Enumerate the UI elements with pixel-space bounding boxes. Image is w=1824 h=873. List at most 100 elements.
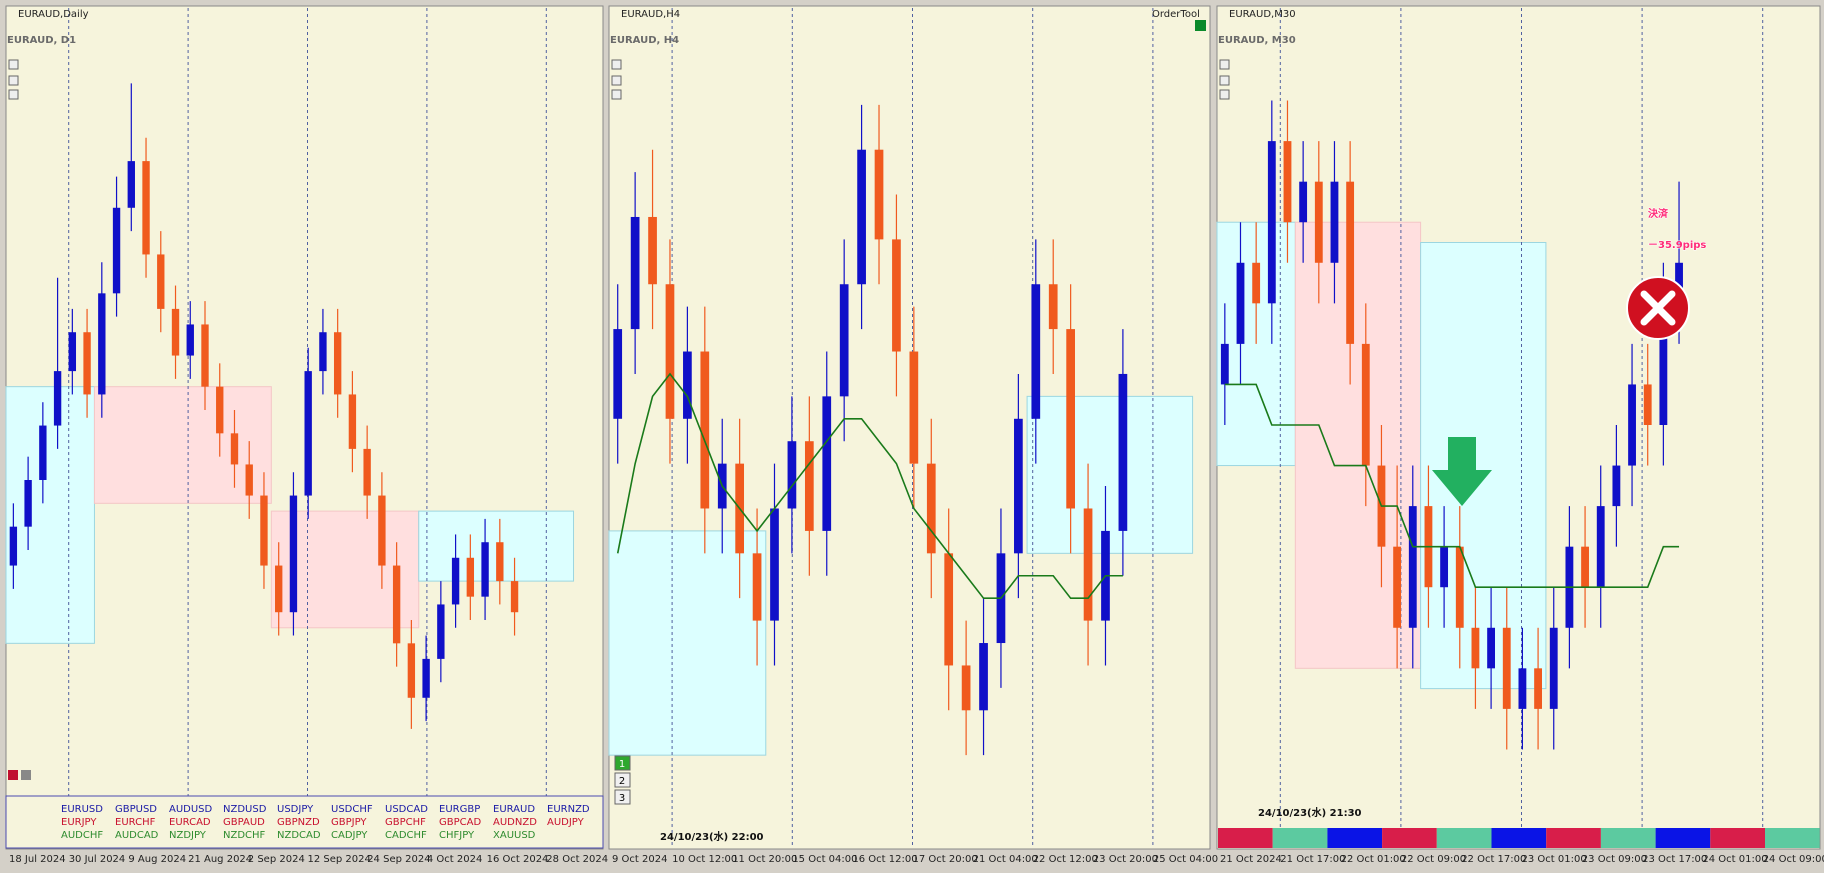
symbol-button[interactable]: EURJPY [61,817,97,828]
x-tick-label: 24 Sep 2024 [367,854,430,865]
symbol-button[interactable]: GBPAUD [223,817,265,828]
candle-body [1628,384,1636,466]
scroll-button[interactable] [611,89,622,100]
symbol-button[interactable]: AUDJPY [547,817,585,828]
symbol-button[interactable]: NZDCHF [223,830,266,841]
signal-segment [1765,828,1820,848]
symbol-button[interactable]: USDCHF [331,804,373,815]
candle-body [1675,262,1683,304]
x-tick-label: 17 Oct 20:00 [913,854,978,865]
scroll-button[interactable] [611,75,622,86]
candle-body [304,371,312,496]
symbol-button[interactable]: EURGBP [439,804,480,815]
symbol-button[interactable]: CHFJPY [439,830,475,841]
tab-button[interactable] [614,772,631,788]
moving-average [1224,383,1680,589]
symbol-button[interactable]: EURCAD [169,817,211,828]
symbol-button[interactable]: GBPNZD [277,817,320,828]
signal-segment [1272,828,1328,848]
candle-body [1220,343,1229,385]
symbol-button[interactable]: USDCAD [385,804,428,815]
symbol-button[interactable]: AUDNZD [493,817,537,828]
tab-button-label[interactable]: 2 [619,776,625,787]
symbol-button[interactable]: USDJPY [277,804,314,815]
tab-button[interactable] [614,789,631,805]
scroll-button[interactable] [1219,59,1230,70]
tab-button[interactable] [614,755,631,771]
candle-body [83,332,91,395]
x-tick-label: 22 Oct 01:00 [1341,854,1406,865]
symbol-button[interactable]: AUDUSD [169,804,213,815]
candle-body [665,284,675,419]
symbol-button[interactable]: NZDJPY [169,830,207,841]
x-tick-label: 4 Oct 2024 [427,854,482,865]
candle-body [892,239,901,352]
candle-body [1643,384,1652,425]
close-button[interactable] [8,770,18,780]
zone [608,530,767,756]
tab-button-label[interactable]: 1 [619,759,625,770]
zone [5,386,95,644]
chart-header: EURAUD,Daily [18,9,89,20]
x-tick-label: 23 Oct 20:00 [1093,854,1158,865]
symbol-button[interactable]: EURAUD [493,804,535,815]
symbol-button[interactable]: CADJPY [331,830,368,841]
symbol-button[interactable]: GBPCAD [439,817,481,828]
symbol-button[interactable]: AUDCAD [115,830,159,841]
moving-average [616,372,1123,599]
x-tick-label: 10 Oct 12:00 [672,854,737,865]
annotation: 決済 [1648,207,1669,220]
annotation: －35.9pips [1648,240,1706,251]
scroll-button[interactable] [8,75,19,86]
min-button[interactable] [21,770,31,780]
scroll-button[interactable] [8,59,19,70]
candle-body [142,161,150,255]
symbol-button[interactable]: EURCHF [115,817,156,828]
symbol-button[interactable]: NZDUSD [223,804,267,815]
tab-button-label[interactable]: 3 [619,793,625,804]
symbol-button[interactable]: NZDCAD [277,830,321,841]
candle-body [466,557,475,597]
candle-body [1581,546,1589,588]
symbol-button[interactable]: XAUUSD [493,830,536,841]
candle-body [752,553,762,621]
x-tick-label: 28 Oct 2024 [546,854,608,865]
order-tool-button[interactable] [1195,20,1206,31]
symbol-button[interactable]: GBPJPY [331,817,367,828]
symbol-button[interactable]: AUDCHF [61,830,103,841]
candle-body [648,216,657,285]
candle-body [1330,181,1339,263]
zone [93,386,272,504]
timestamp: 24/10/23(水) 21:30 [1258,806,1362,819]
scroll-button[interactable] [611,59,622,70]
timestamp: 24/10/23(水) 22:00 [660,830,764,843]
x-tick-label: 23 Oct 17:00 [1642,854,1707,865]
candle-body [630,216,640,330]
candle-body [216,386,224,434]
signal-segment [1491,828,1547,848]
candle-body [407,643,416,698]
candle-body [839,284,849,397]
symbol-button[interactable]: EURUSD [61,804,103,815]
candle-body [437,604,445,659]
scroll-button[interactable] [8,89,19,100]
candle-body [926,463,936,554]
symbol-button[interactable]: CADCHF [385,830,427,841]
candle-body [613,329,623,419]
symbol-button[interactable]: EURNZD [547,804,590,815]
candle-body [1314,181,1323,263]
candle-body [333,332,342,395]
scroll-button[interactable] [1219,89,1230,100]
signal-segment [1382,828,1437,848]
scroll-button[interactable] [1219,75,1230,86]
symbol-button[interactable]: GBPCHF [385,817,426,828]
candle-body [422,658,430,698]
candle-body [787,441,797,509]
candle-body [857,149,866,285]
signal-segment [1600,828,1656,848]
symbol-button[interactable]: GBPUSD [115,804,157,815]
candle-body [1518,668,1527,709]
candle-body [1083,508,1093,621]
candle-body [392,565,401,644]
signal-segment [1710,828,1765,848]
